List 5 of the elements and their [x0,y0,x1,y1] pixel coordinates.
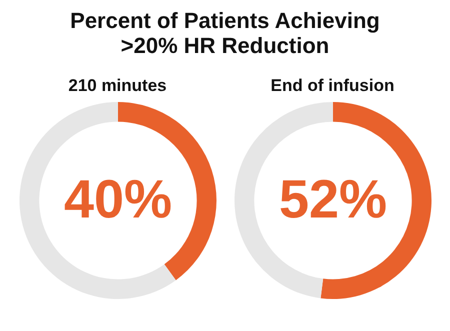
data-label: 52% [278,169,387,230]
data-label: 40% [63,169,172,230]
text: Percent of Patients Achieving >20% HR Reduction [69,7,381,60]
chart-title: End of infusion [270,75,396,97]
chart-title: 210 minutes [67,75,168,97]
